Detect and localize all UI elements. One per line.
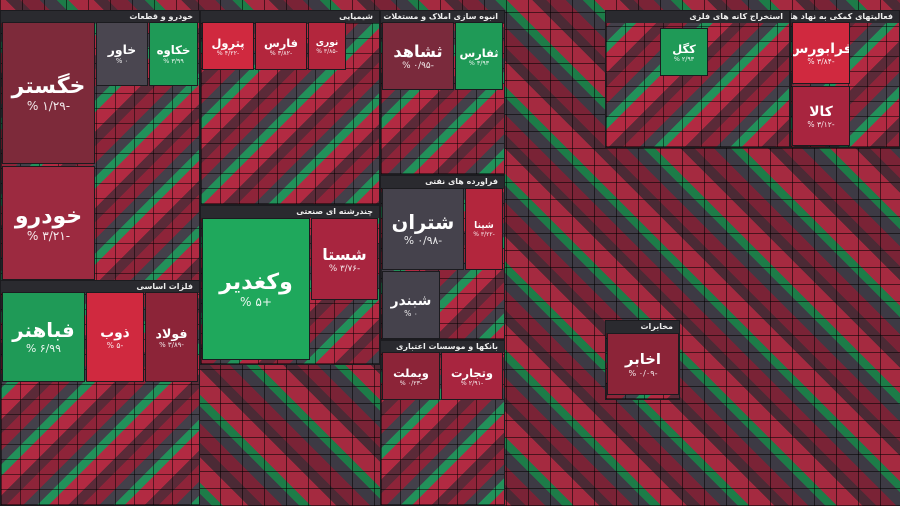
sector: شیمیایی پترول -۴/۲۲ % فارس -۳/۸۲ % نوری -۳/۸۵ …: [200, 10, 380, 205]
tile-name: کگل: [672, 41, 696, 56]
tile-change: +۵ %: [240, 294, 272, 309]
stock-tile[interactable]: ذوب -۵ %: [86, 292, 144, 382]
tile-change: -۱/۲۹ %: [26, 98, 71, 113]
sector: بانکها و موسسات اعتباری وبملت -۰/۲۳ % وتجار…: [380, 340, 505, 506]
tile-change: -۳/۸۲ %: [269, 49, 293, 57]
tile-name: شپنا: [474, 220, 494, 231]
stock-tile[interactable]: وتجارت -۲/۹۱ %: [441, 352, 503, 400]
stock-tile[interactable]: شپنا -۳/۲۲ %: [465, 188, 503, 270]
sector: چندرشته ای صنعتی وکغدیر +۵ % شستا -۳/۷۶ %: [200, 205, 380, 365]
tile-name: فارس: [263, 35, 299, 50]
stock-tile[interactable]: کگل ۲/۹۳ %: [660, 28, 708, 76]
tile-name: ثفارس: [459, 45, 499, 60]
tile-name: نوری: [315, 37, 339, 48]
tile-change: -۰/۹۸ %: [403, 234, 443, 247]
sector-title: چندرشته ای صنعتی: [201, 206, 379, 218]
tile-name: ثشاهد: [393, 41, 443, 61]
tile-name: پترول: [211, 35, 245, 50]
tile-change: -۰/۲۳ %: [399, 379, 423, 387]
stock-tile[interactable]: فولاد -۳/۸۹ %: [145, 292, 198, 382]
stock-tile[interactable]: خکاوه ۳/۹۹ %: [149, 22, 198, 86]
tile-change: -۳/۸۵ %: [316, 47, 338, 55]
tile-change: -۳/۱۲ %: [807, 119, 835, 129]
stock-tile[interactable]: شبندر ۰ %: [382, 271, 440, 339]
sector-title: استخراج کانه های فلزی: [606, 11, 789, 23]
tile-change: -۳/۸۴ %: [807, 56, 835, 66]
sector: فعالیتهای کمکی به نهاد های مالی واسطفراب…: [790, 10, 900, 148]
sector: مخابرات اخابر -۰/۰۹ %: [605, 320, 680, 400]
tile-change: ۲/۹۳ %: [673, 55, 695, 63]
tile-name: شتران: [391, 211, 455, 234]
stock-tile[interactable]: فباهنر ۶/۹۹ %: [2, 292, 85, 382]
sector-title: فلزات اساسی: [1, 281, 199, 293]
tile-name: ذوب: [100, 324, 130, 341]
tile-name: خودرو: [14, 203, 83, 229]
stock-tile[interactable]: فرابورس -۳/۸۴ %: [792, 22, 850, 84]
tile-change: ۳/۹۳ %: [468, 59, 490, 67]
tile-change: ۳/۹۹ %: [163, 57, 184, 65]
stock-tile[interactable]: شستا -۳/۷۶ %: [311, 218, 378, 300]
sector-title: مخابرات: [606, 321, 679, 333]
tile-change: -۴/۲۲ %: [216, 49, 240, 57]
stock-tile[interactable]: خاور ۰ %: [96, 22, 148, 86]
tile-change: ۶/۹۹ %: [26, 342, 61, 355]
tile-name: فولاد: [155, 325, 188, 341]
tile-name: خگستر: [11, 73, 86, 99]
tile-change: -۳/۷۶ %: [328, 263, 361, 274]
sector-title: فراورده های نفتی: [381, 176, 504, 188]
tile-name: فرابورس: [792, 40, 850, 57]
sector: استخراج کانه های فلزی کگل ۲/۹۳ %: [605, 10, 790, 148]
tile-change: -۳/۲۱ %: [26, 228, 71, 243]
stock-tile[interactable]: خگستر -۱/۲۹ %: [2, 22, 95, 164]
sector: خودرو و قطعات خگستر -۱/۲۹ % خودرو -۳/۲۱ % خاو…: [0, 10, 200, 290]
sector: فلزات اساسی فباهنر ۶/۹۹ % ذوب -۵ % فولاد -۳/۸۹…: [0, 280, 200, 506]
tile-name: وکغدیر: [219, 269, 293, 295]
sector-title: فعالیتهای کمکی به نهاد های مالی واسط: [791, 11, 899, 23]
tile-name: فباهنر: [12, 319, 75, 342]
sector-title: بانکها و موسسات اعتباری: [381, 341, 504, 353]
tile-change: -۳/۲۲ %: [473, 230, 495, 238]
sector-title: انبوه سازی املاک و مستغلات: [381, 11, 504, 23]
tile-name: اخابر: [625, 350, 661, 368]
sector: فراورده های نفتی شتران -۰/۹۸ % شپنا -۳/۲۲ % ش…: [380, 175, 505, 340]
sector: انبوه سازی املاک و مستغلات ثشاهد -۰/۹۵ % ثف…: [380, 10, 505, 175]
tile-change: -۵ %: [106, 340, 124, 350]
stock-tile[interactable]: کالا -۳/۱۲ %: [792, 86, 850, 146]
stock-tile[interactable]: ثشاهد -۰/۹۵ %: [382, 22, 454, 90]
stock-tile[interactable]: فارس -۳/۸۲ %: [255, 22, 307, 70]
tile-change: ۰ %: [115, 57, 129, 65]
stock-tile[interactable]: نوری -۳/۸۵ %: [308, 22, 346, 70]
tile-name: وبملت: [393, 365, 429, 380]
tile-name: خکاوه: [156, 43, 191, 57]
tile-name: شستا: [322, 244, 367, 264]
tile-change: -۳/۸۹ %: [159, 340, 184, 349]
tile-change: -۲/۹۱ %: [460, 379, 484, 387]
tile-name: وتجارت: [451, 365, 493, 380]
stock-tile[interactable]: وبملت -۰/۲۳ %: [382, 352, 440, 400]
tile-change: -۰/۰۹ %: [628, 367, 658, 378]
stock-tile[interactable]: ثفارس ۳/۹۳ %: [455, 22, 503, 90]
tile-change: ۰ %: [404, 308, 418, 318]
tile-name: خاور: [107, 43, 137, 57]
tile-name: کالا: [809, 103, 833, 120]
stock-tile[interactable]: پترول -۴/۲۲ %: [202, 22, 254, 70]
sector-title: شیمیایی: [201, 11, 379, 23]
tile-name: شبندر: [390, 292, 432, 309]
sector-title: خودرو و قطعات: [1, 11, 199, 23]
stock-tile[interactable]: وکغدیر +۵ %: [202, 218, 310, 360]
stock-tile[interactable]: اخابر -۰/۰۹ %: [607, 333, 679, 395]
tile-change: -۰/۹۵ %: [402, 60, 434, 71]
stock-tile[interactable]: شتران -۰/۹۸ %: [382, 188, 464, 270]
stock-tile[interactable]: خودرو -۳/۲۱ %: [2, 166, 95, 280]
